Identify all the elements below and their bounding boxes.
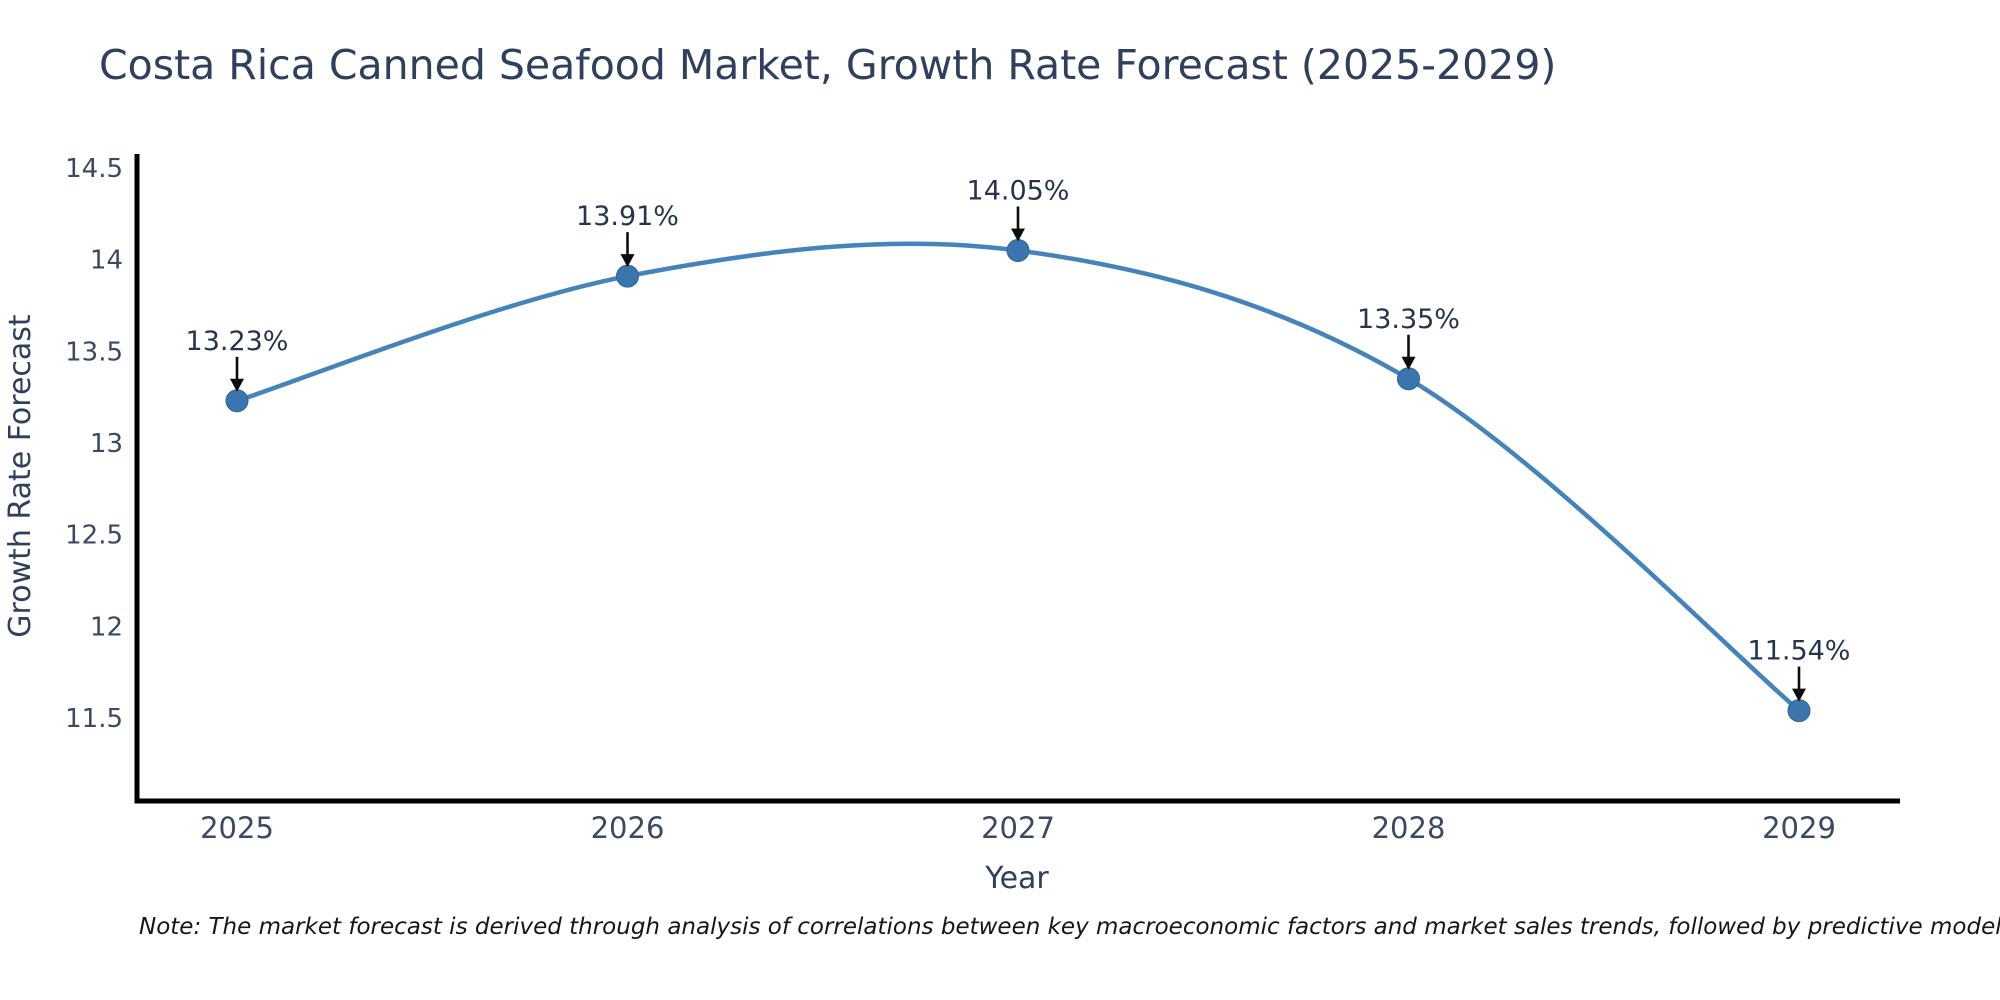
annotation-label: 13.23%: [186, 326, 289, 357]
y-tick-label: 13: [90, 429, 123, 459]
annotation-arrowhead: [620, 254, 635, 268]
footnote: Note: The market forecast is derived thr…: [139, 914, 2000, 940]
x-tick-label: 2029: [1762, 811, 1836, 845]
tick-labels: 14.5 14 13.5 13 12.5 12 11.5 2025 2026 2027 2028 20…: [65, 154, 1836, 845]
annotation-label: 14.05%: [967, 175, 1070, 206]
point-annotations: 13.23% 13.91% 14.05% 13.35% 11.54%: [186, 175, 1851, 702]
chart-title: Costa Rica Canned Seafood Market, Growth…: [99, 41, 1557, 89]
forecast-line: [234, 241, 1802, 713]
data-point-markers: [225, 238, 1811, 723]
annotation-label: 13.91%: [576, 201, 679, 232]
y-tick-label: 13.5: [65, 337, 123, 367]
y-tick-label: 12.5: [65, 521, 123, 551]
annotation-arrowhead: [1792, 688, 1806, 702]
y-tick-label: 14: [90, 246, 123, 276]
x-axis-title: Year: [984, 861, 1049, 896]
annotation-label: 11.54%: [1748, 636, 1851, 667]
data-point-marker: [1006, 238, 1030, 262]
annotation-arrowhead: [230, 378, 244, 392]
annotation-label: 13.35%: [1357, 304, 1460, 335]
y-axis-title: Growth Rate Forecast: [3, 314, 38, 638]
axes: [134, 154, 1900, 804]
data-point-marker: [616, 264, 639, 288]
x-tick-label: 2025: [200, 811, 274, 845]
x-tick-label: 2027: [981, 811, 1055, 845]
data-point-marker: [225, 389, 249, 413]
annotation-arrowhead: [1011, 228, 1025, 242]
x-tick-label: 2028: [1372, 811, 1446, 845]
y-tick-label: 12: [90, 612, 123, 642]
data-point-marker: [1397, 367, 1420, 391]
annotation-arrowhead: [1401, 356, 1416, 370]
y-tick-label: 11.5: [65, 704, 123, 734]
y-tick-label: 14.5: [65, 154, 123, 184]
forecast-curve: [234, 241, 1802, 713]
data-point-marker: [1787, 699, 1811, 723]
x-tick-label: 2026: [591, 811, 665, 845]
